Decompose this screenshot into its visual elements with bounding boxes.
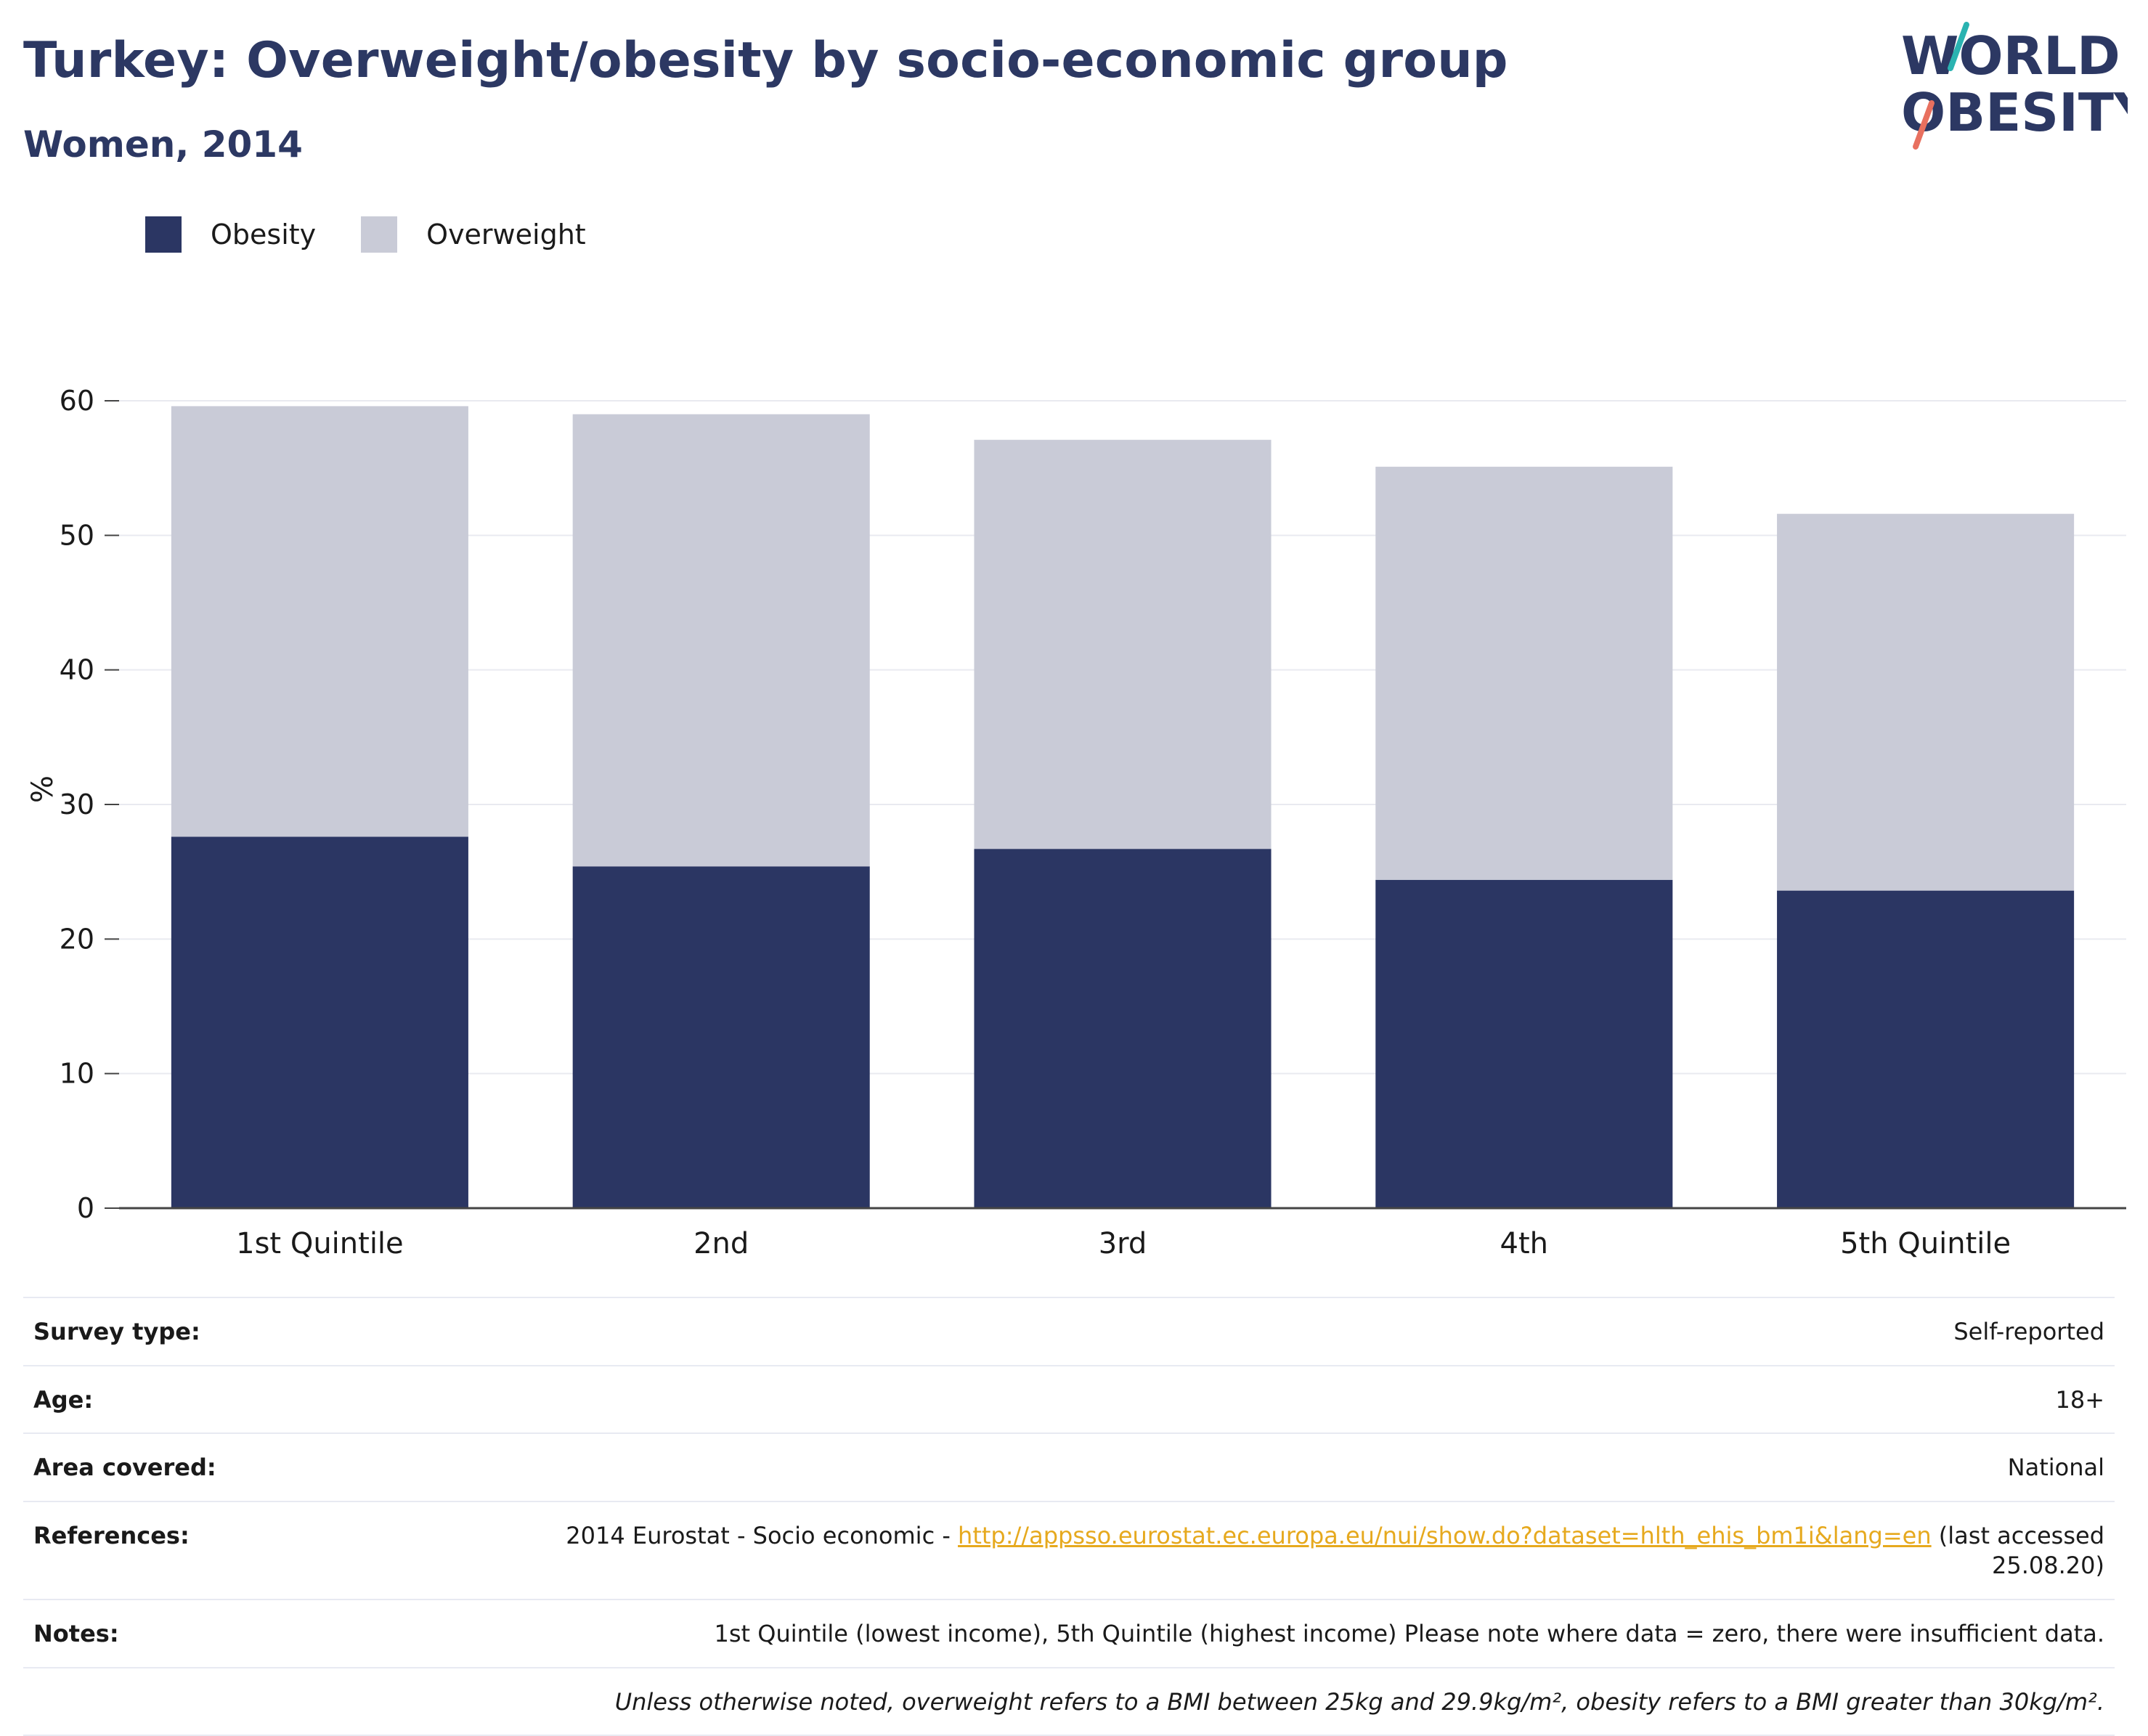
bar-overweight-2[interactable] xyxy=(572,414,870,867)
notes-label: Notes: xyxy=(23,1598,552,1668)
y-tick-label: 20 xyxy=(60,923,94,955)
logo-line2: OBESITY xyxy=(1901,82,2128,143)
y-tick-label: 50 xyxy=(60,519,94,551)
bar-chart: 0 10 20 30 40 50 60 1st Quintile 2nd 3rd 4th 5th Q… xyxy=(26,385,2126,1260)
logo-line1: WORLD xyxy=(1901,25,2120,86)
bar-overweight-4[interactable] xyxy=(1375,466,1673,880)
area-value: National xyxy=(552,1433,2115,1501)
legend-label-obesity: Obesity xyxy=(211,219,317,250)
info-row-notes: Notes: 1st Quintile (lowest income), 5th… xyxy=(23,1598,2115,1668)
x-tick-label: 1st Quintile xyxy=(236,1227,404,1260)
references-link[interactable]: http://appsso.eurostat.ec.europa.eu/nui/… xyxy=(958,1521,1932,1549)
y-tick-label: 40 xyxy=(60,654,94,686)
definition-note: Unless otherwise noted, overweight refer… xyxy=(23,1666,2115,1736)
references-label: References: xyxy=(23,1500,552,1600)
bar-obesity-4[interactable] xyxy=(1375,879,1673,1208)
bar-obesity-1[interactable] xyxy=(171,836,468,1208)
info-row-references: References: 2014 Eurostat - Socio econom… xyxy=(23,1500,2115,1600)
y-tick-label: 0 xyxy=(77,1192,94,1224)
bar-overweight-1[interactable] xyxy=(171,406,468,837)
y-tick-label: 60 xyxy=(60,385,94,417)
x-tick-label: 3rd xyxy=(1099,1227,1147,1260)
page-subtitle: Women, 2014 xyxy=(23,123,303,166)
bar-overweight-3[interactable] xyxy=(974,439,1272,849)
page-title: Turkey: Overweight/obesity by socio-econ… xyxy=(23,32,1508,89)
x-tick-label: 5th Quintile xyxy=(1840,1227,2011,1260)
references-value: 2014 Eurostat - Socio economic - http://… xyxy=(552,1500,2115,1600)
survey-info-table: Survey type: Self-reported Age: 18+ Area… xyxy=(23,1297,2115,1736)
legend-label-overweight: Overweight xyxy=(426,219,586,250)
y-tick-label: 30 xyxy=(60,788,94,820)
chart-legend: Obesity Overweight xyxy=(145,216,631,253)
world-obesity-logo: WORLD OBESITY xyxy=(1901,22,2128,150)
info-row-age: Age: 18+ xyxy=(23,1364,2115,1434)
age-value: 18+ xyxy=(552,1364,2115,1434)
survey-type-value: Self-reported xyxy=(552,1297,2115,1366)
info-row-survey-type: Survey type: Self-reported xyxy=(23,1297,2115,1366)
references-prefix: 2014 Eurostat - Socio economic - xyxy=(566,1521,959,1549)
legend-item-overweight[interactable]: Overweight xyxy=(361,216,586,253)
bars xyxy=(171,406,2075,1208)
bar-obesity-2[interactable] xyxy=(572,866,870,1208)
bar-obesity-5[interactable] xyxy=(1777,890,2075,1208)
info-row-definition: Unless otherwise noted, overweight refer… xyxy=(23,1666,2115,1736)
x-tick-label: 4th xyxy=(1500,1227,1548,1260)
area-label: Area covered: xyxy=(23,1433,552,1501)
bar-overweight-5[interactable] xyxy=(1777,513,2075,891)
references-suffix: (last accessed 25.08.20) xyxy=(1931,1521,2104,1580)
info-row-area: Area covered: National xyxy=(23,1433,2115,1501)
notes-value: 1st Quintile (lowest income), 5th Quinti… xyxy=(552,1598,2115,1668)
legend-item-obesity[interactable]: Obesity xyxy=(145,216,316,253)
x-tick-label: 2nd xyxy=(693,1227,749,1260)
y-axis-ticks: 0 10 20 30 40 50 60 xyxy=(60,385,119,1224)
legend-swatch-overweight xyxy=(361,216,398,253)
legend-swatch-obesity xyxy=(145,216,182,253)
y-axis-label: % xyxy=(26,775,60,803)
age-label: Age: xyxy=(23,1364,552,1434)
survey-type-label: Survey type: xyxy=(23,1297,552,1366)
bar-obesity-3[interactable] xyxy=(974,849,1272,1208)
x-axis-ticks: 1st Quintile 2nd 3rd 4th 5th Quintile xyxy=(119,1207,2126,1260)
y-tick-label: 10 xyxy=(60,1058,94,1090)
